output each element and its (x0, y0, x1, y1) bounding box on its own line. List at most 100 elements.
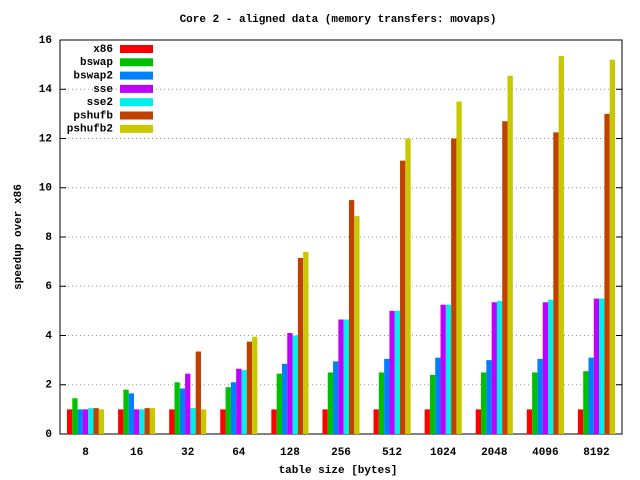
bar (343, 319, 349, 434)
bar (292, 335, 298, 434)
bar (583, 371, 589, 434)
y-tick-label: 10 (39, 183, 52, 195)
bar (179, 388, 186, 434)
x-tick-label: 4096 (532, 447, 558, 459)
bar (435, 357, 441, 434)
y-tick-label: 8 (45, 232, 52, 244)
legend-label: sse2 (87, 97, 113, 109)
legend-swatch (120, 111, 153, 120)
bar (400, 160, 406, 434)
x-tick-label: 128 (280, 447, 300, 459)
bar (195, 351, 201, 434)
bar (373, 409, 379, 434)
bar (82, 409, 89, 434)
bar (348, 200, 355, 434)
y-tick-label: 2 (45, 380, 52, 392)
bar (200, 409, 207, 434)
bar (491, 302, 497, 434)
x-axis-label: table size [bytes] (279, 465, 398, 477)
legend-label: x86 (93, 44, 113, 56)
bar (225, 387, 231, 434)
bar (354, 216, 360, 434)
legend-label: bswap2 (73, 71, 113, 83)
x-tick-label: 512 (382, 447, 402, 459)
bar (281, 363, 288, 434)
bar (246, 341, 253, 434)
x-tick-label: 256 (331, 447, 351, 459)
bar (593, 298, 600, 434)
bar (405, 138, 411, 434)
bar (445, 304, 452, 434)
bar (220, 409, 226, 434)
bar (338, 319, 344, 434)
bar (548, 299, 554, 434)
bar (297, 257, 304, 434)
bar (333, 361, 339, 434)
x-tick-label: 16 (130, 447, 143, 459)
bar (609, 59, 616, 434)
bar (88, 408, 94, 434)
bar (451, 138, 457, 434)
bar (93, 408, 99, 434)
x-tick-label: 8192 (583, 447, 609, 459)
y-tick-label: 0 (45, 429, 52, 441)
bar (394, 310, 401, 434)
legend-label: pshufb2 (67, 124, 113, 136)
bar (98, 409, 105, 434)
bar (287, 333, 293, 434)
bar (230, 382, 237, 434)
legend-swatch (120, 124, 153, 133)
bar (429, 374, 436, 434)
bar (327, 372, 334, 434)
bar (588, 357, 594, 434)
bar (526, 409, 533, 434)
bar (496, 301, 503, 434)
bar (553, 132, 559, 434)
bar (236, 368, 242, 434)
x-tick-label: 8 (82, 447, 89, 459)
bar (123, 389, 129, 434)
legend-label: pshufb (73, 110, 113, 122)
y-tick-label: 16 (39, 35, 52, 47)
bar (139, 409, 145, 434)
bar (424, 409, 430, 434)
bar (303, 251, 309, 434)
bar (577, 409, 584, 434)
bar (276, 373, 282, 434)
x-tick-label: 64 (232, 447, 246, 459)
bar (558, 56, 564, 434)
bar (532, 372, 538, 434)
bar (72, 398, 78, 434)
legend-swatch (120, 58, 153, 67)
bar (252, 336, 258, 434)
bar (66, 409, 73, 434)
bar (144, 408, 150, 434)
bar (604, 113, 610, 434)
bar (384, 358, 390, 434)
bar (185, 373, 191, 434)
y-tick-label: 4 (45, 330, 52, 342)
bar (128, 393, 134, 434)
bar (322, 409, 328, 434)
bar (118, 409, 124, 434)
bar (475, 409, 482, 434)
bar (502, 121, 508, 434)
bar (77, 409, 83, 434)
x-tick-label: 2048 (481, 447, 508, 459)
bar (481, 372, 487, 434)
legend-swatch (120, 98, 153, 107)
bar (486, 360, 492, 434)
bar (389, 310, 395, 434)
bar (190, 408, 196, 434)
bar (241, 369, 247, 434)
legend-label: sse (93, 84, 113, 96)
chart-title: Core 2 - aligned data (memory transfers:… (180, 14, 497, 26)
legend-swatch (120, 71, 153, 80)
bar (456, 101, 462, 434)
y-tick-label: 6 (45, 281, 52, 293)
bar (271, 409, 277, 434)
y-axis-label: speedup over x86 (13, 184, 25, 290)
bar (537, 358, 543, 434)
